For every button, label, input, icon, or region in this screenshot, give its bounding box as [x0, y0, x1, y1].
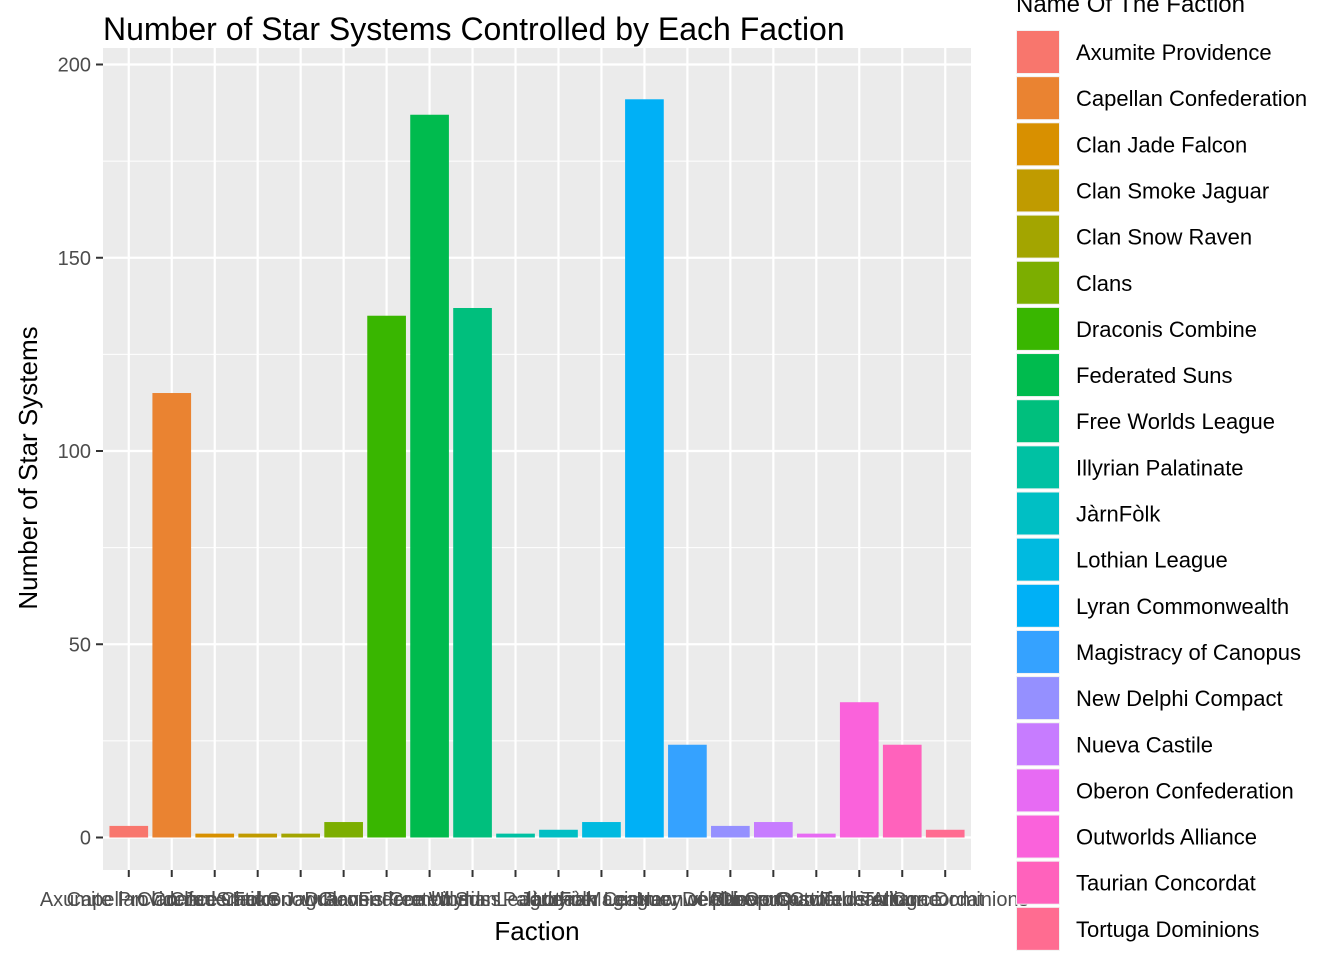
- x-tick-label: Free Worlds League: [382, 889, 563, 911]
- bar: [109, 825, 149, 838]
- chart-title: Number of Star Systems Controlled by Eac…: [103, 11, 845, 47]
- legend-label: Clan Jade Falcon: [1076, 132, 1247, 157]
- legend: Name Of The Faction Axumite Providence Ca…: [1016, 0, 1307, 951]
- y-tick-label: 50: [69, 634, 91, 656]
- legend-label: Clan Smoke Jaguar: [1076, 178, 1269, 203]
- legend-label: Taurian Concordat: [1076, 871, 1256, 896]
- legend-key: [1017, 77, 1059, 120]
- legend-label: Draconis Combine: [1076, 317, 1257, 342]
- legend-key: [1017, 400, 1059, 443]
- legend-key: [1017, 723, 1059, 766]
- x-tick-label: Draconis Combine: [304, 889, 469, 911]
- bar: [711, 825, 750, 838]
- bar: [453, 307, 492, 838]
- legend-label: Magistracy of Canopus: [1076, 640, 1301, 665]
- legend-items: Axumite Providence Capellan Confederation…: [1016, 30, 1307, 951]
- legend-key: [1017, 677, 1059, 720]
- legend-key: [1017, 307, 1059, 350]
- bar: [195, 833, 235, 838]
- legend-key: [1017, 123, 1059, 166]
- y-tick-label: 150: [58, 248, 91, 270]
- x-tick-label: Clans: [318, 889, 369, 911]
- legend-label: Outworlds Alliance: [1076, 825, 1257, 850]
- legend-label: Tortuga Dominions: [1076, 917, 1259, 942]
- legend-key: [1017, 584, 1059, 627]
- bar: [496, 833, 535, 838]
- x-tick-label: Clan Smoke Jaguar: [170, 889, 346, 911]
- legend-label: Oberon Confederation: [1076, 778, 1294, 803]
- x-tick-label: Federated Suns: [358, 889, 500, 911]
- x-axis-title: Faction: [494, 916, 579, 946]
- x-tick-label: Illyrian Palatinate: [439, 889, 591, 911]
- x-tick-label: Clan Jade Falcon: [137, 889, 293, 911]
- y-tick-label: 200: [58, 55, 91, 77]
- bar: [324, 822, 363, 838]
- bar: [625, 99, 664, 838]
- bars: [109, 99, 965, 838]
- bar: [925, 829, 965, 838]
- legend-key: [1017, 538, 1059, 581]
- bar: [582, 822, 621, 838]
- legend-label: JàrnFòlk: [1076, 502, 1161, 527]
- legend-label: Illyrian Palatinate: [1076, 455, 1244, 480]
- legend-key: [1017, 861, 1059, 904]
- plot-panel: [103, 48, 971, 870]
- legend-label: Lyran Commonwealth: [1076, 594, 1289, 619]
- x-tick-label: Axumite Providence: [40, 889, 218, 911]
- legend-key: [1017, 261, 1059, 304]
- legend-key: [1017, 446, 1059, 489]
- bar: [152, 393, 192, 838]
- legend-key: [1017, 769, 1059, 812]
- x-tick-label: Clan Snow Raven: [221, 889, 381, 911]
- legend-title: Name Of The Faction: [1016, 0, 1245, 18]
- legend-key: [1017, 907, 1059, 950]
- legend-label: Federated Suns: [1076, 363, 1233, 388]
- legend-label: Nueva Castile: [1076, 732, 1213, 757]
- bar: [367, 315, 406, 838]
- x-tick-label: Capellan Confederation: [67, 889, 277, 911]
- legend-key: [1017, 31, 1059, 73]
- x-tick-label: Lothian League: [532, 889, 670, 911]
- bar: [281, 833, 320, 838]
- x-tick-label: Lyran Commonwealth: [548, 889, 742, 911]
- legend-label: Clan Snow Raven: [1076, 225, 1252, 250]
- legend-key: [1017, 815, 1059, 858]
- legend-key: [1017, 215, 1059, 258]
- x-tick-label: Oberon Confederation: [717, 889, 915, 911]
- y-tick-label: 100: [58, 441, 91, 463]
- legend-label: Clans: [1076, 271, 1132, 296]
- legend-label: Capellan Confederation: [1076, 86, 1307, 111]
- x-tick-label: Magistracy of Canopus: [585, 889, 790, 911]
- bar: [238, 833, 278, 838]
- y-tick-label: 0: [80, 828, 91, 850]
- x-tick-label: Tortuga Dominions: [862, 889, 1029, 911]
- x-tick-label: JàrnFòlk: [520, 889, 598, 911]
- bar: [539, 829, 578, 838]
- legend-key: [1017, 492, 1059, 535]
- x-tick-label: Nueva Castile: [711, 889, 836, 911]
- bar: [754, 822, 793, 838]
- legend-key: [1017, 630, 1059, 673]
- bar: [410, 114, 449, 838]
- x-tick-label: Taurian Concordat: [821, 889, 985, 911]
- x-tick-label: Outworlds Alliance: [777, 889, 942, 911]
- legend-label: New Delphi Compact: [1076, 686, 1283, 711]
- legend-key: [1017, 354, 1059, 397]
- legend-label: Lothian League: [1076, 548, 1228, 573]
- bar: [796, 833, 836, 838]
- x-tick-label: New Delphi Compact: [636, 889, 824, 911]
- y-axis-title: Number of Star Systems: [13, 326, 43, 609]
- legend-label: Axumite Providence: [1076, 40, 1272, 65]
- bar: [839, 702, 879, 838]
- bar: [668, 744, 707, 838]
- y-axis: 0 50 100 150 200: [58, 55, 103, 850]
- legend-label: Free Worlds League: [1076, 409, 1275, 434]
- legend-key: [1017, 169, 1059, 212]
- bar: [882, 744, 922, 838]
